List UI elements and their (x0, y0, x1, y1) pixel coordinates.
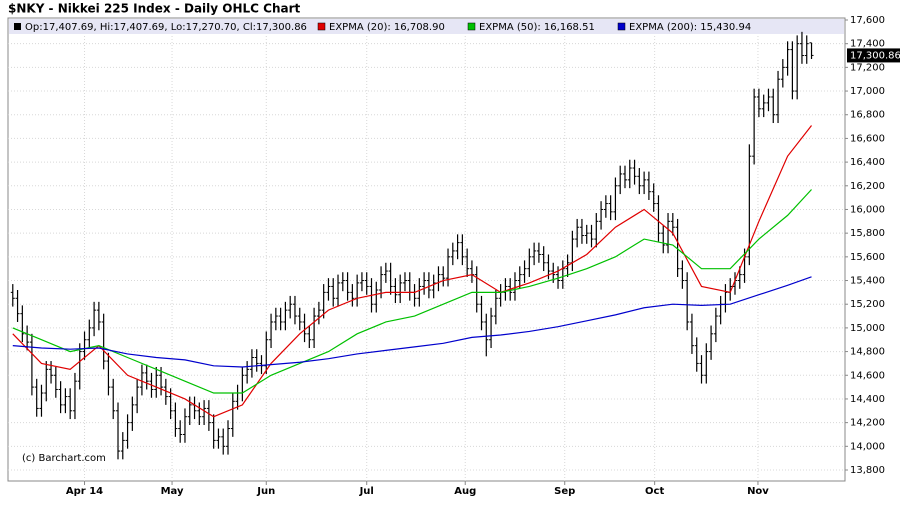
y-tick-label: 14,200 (850, 418, 885, 429)
copyright: (c) Barchart.com (22, 453, 106, 464)
x-tick-label: Jun (256, 486, 275, 497)
ema-line (12, 125, 812, 418)
x-tick-label: May (161, 486, 184, 497)
plot-frame (7, 17, 846, 482)
x-tick-label: Sep (554, 486, 575, 497)
y-tick-label: 17,400 (850, 39, 885, 50)
last-price-label: 17,300.86 (850, 50, 900, 61)
x-tick-label: Jul (359, 486, 374, 497)
ema-line (12, 189, 812, 394)
legend-label: EXPMA (20): 16,708.90 (329, 22, 445, 33)
x-tick-label: Nov (747, 486, 769, 497)
chart-title: $NKY - Nikkei 225 Index - Daily OHLC Cha… (8, 2, 301, 16)
legend-swatch (617, 22, 626, 31)
y-tick-label: 16,800 (850, 110, 885, 121)
y-tick-label: 14,600 (850, 370, 885, 381)
legend-label: EXPMA (200): 15,430.94 (629, 22, 751, 33)
x-tick-label: Aug (454, 486, 476, 497)
y-tick-label: 16,600 (850, 133, 885, 144)
y-tick-label: 16,400 (850, 157, 885, 168)
y-tick-label: 14,000 (850, 441, 885, 452)
y-tick-label: 14,400 (850, 394, 885, 405)
legend-label: EXPMA (50): 16,168.51 (479, 22, 595, 33)
y-tick-label: 15,200 (850, 299, 885, 310)
last-price-box (847, 48, 900, 63)
legend-swatch (467, 22, 476, 31)
legend-strip (9, 19, 844, 34)
y-tick-label: 15,000 (850, 323, 885, 334)
y-tick-label: 14,800 (850, 347, 885, 358)
y-tick-label: 17,000 (850, 86, 885, 97)
y-tick-label: 16,000 (850, 204, 885, 215)
y-tick-label: 17,200 (850, 62, 885, 73)
ema-line (12, 276, 812, 368)
y-tick-label: 16,200 (850, 181, 885, 192)
y-tick-label: 17,600 (850, 15, 885, 26)
x-tick-label: Oct (645, 486, 664, 497)
x-tick-label: Apr 14 (66, 486, 103, 497)
y-tick-label: 13,800 (850, 465, 885, 476)
legend-swatch (14, 23, 21, 30)
y-tick-label: 15,800 (850, 228, 885, 239)
y-tick-label: 15,600 (850, 252, 885, 263)
legend-swatch (317, 22, 326, 31)
y-tick-label: 15,400 (850, 276, 885, 287)
ohlc-legend: Op:17,407.69, Hi:17,407.69, Lo:17,270.70… (25, 22, 307, 33)
